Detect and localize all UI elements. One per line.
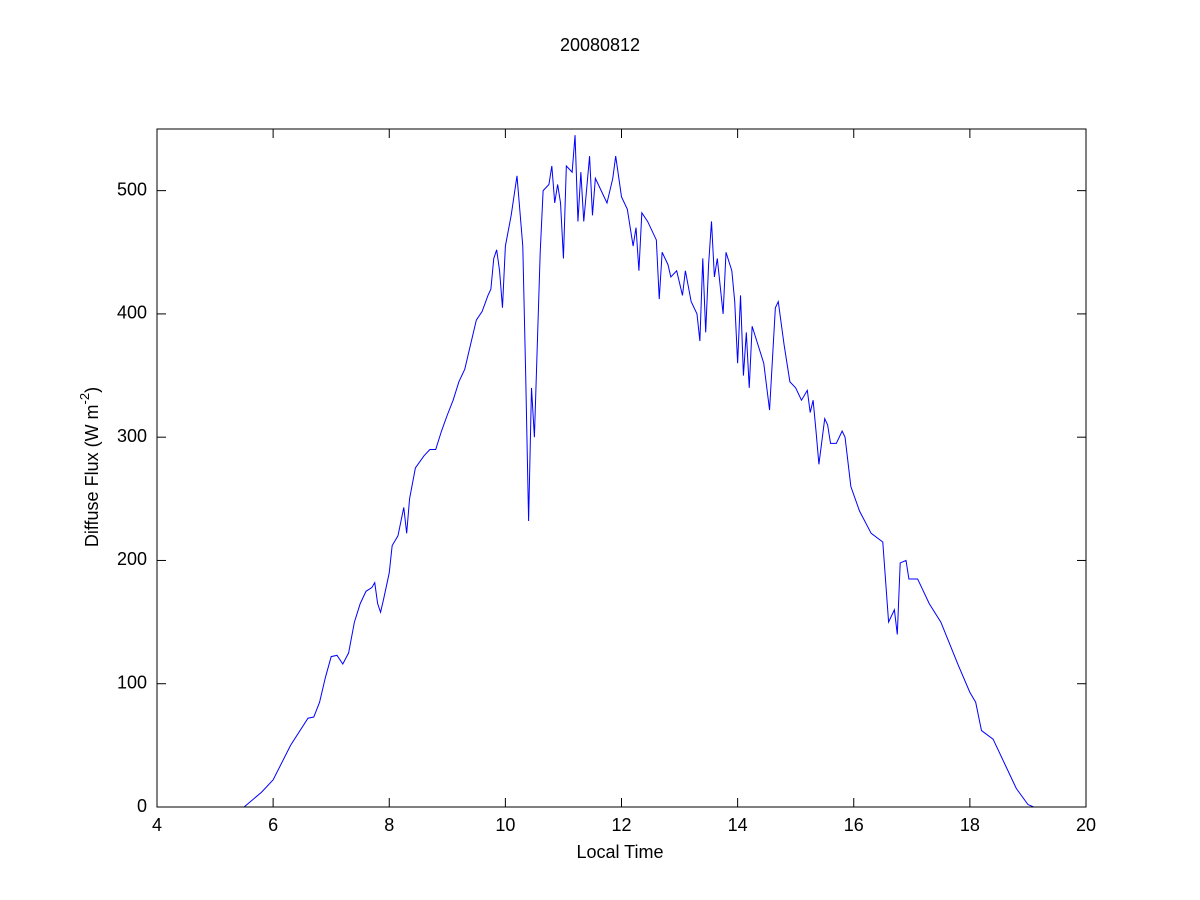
- y-axis-label: Diffuse Flux (W m-2): [77, 387, 101, 547]
- x-tick-label: 10: [495, 815, 515, 835]
- x-tick-label: 16: [844, 815, 864, 835]
- x-axis-label: Local Time: [576, 842, 663, 862]
- x-tick-label: 8: [384, 815, 394, 835]
- y-axis-label-part: ): [82, 387, 102, 393]
- y-tick-label: 0: [137, 796, 147, 816]
- x-tick-label: 18: [960, 815, 980, 835]
- x-tick-label: 14: [728, 815, 748, 835]
- y-axis-label-part: Diffuse Flux (W m: [82, 404, 102, 547]
- x-tick-label: 4: [152, 815, 162, 835]
- chart-title: 20080812: [560, 35, 640, 55]
- y-tick-label: 200: [117, 549, 147, 569]
- x-tick-label: 6: [268, 815, 278, 835]
- y-tick-label: 400: [117, 303, 147, 323]
- y-axis-label-sup: -2: [77, 393, 92, 405]
- y-tick-label: 300: [117, 426, 147, 446]
- x-tick-label: 20: [1076, 815, 1096, 835]
- y-tick-label: 500: [117, 179, 147, 199]
- data-line: [243, 135, 1034, 808]
- plot-frame: [156, 128, 1087, 808]
- y-tick-label: 100: [117, 672, 147, 692]
- x-tick-label: 12: [611, 815, 631, 835]
